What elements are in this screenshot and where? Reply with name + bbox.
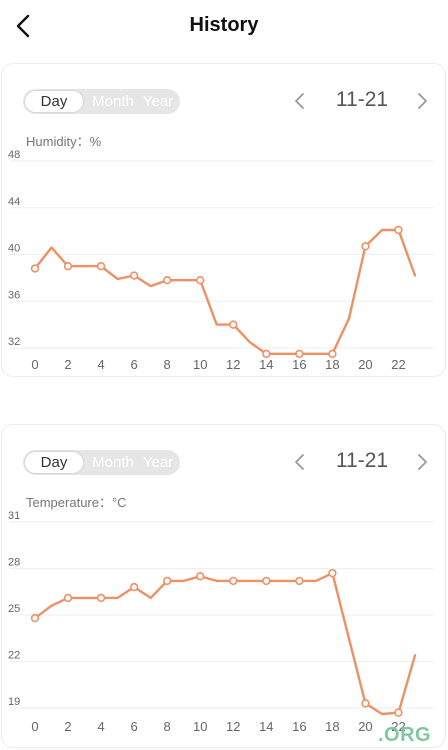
page-title: History <box>189 14 259 36</box>
data-point <box>328 349 337 359</box>
data-point <box>295 349 304 359</box>
tab-year[interactable]: Year <box>142 454 174 471</box>
data-point <box>162 576 172 586</box>
y-tick-label: 28 <box>8 557 20 569</box>
tab-day[interactable]: Day <box>25 452 83 473</box>
range-selector: Month Year Day <box>23 450 180 475</box>
chevron-left-icon <box>295 454 304 470</box>
x-tick-label: 16 <box>292 357 306 372</box>
data-point <box>129 271 139 280</box>
y-tick-label: 31 <box>8 510 20 522</box>
x-tick-label: 10 <box>193 719 207 734</box>
tab-year[interactable]: Year <box>142 93 174 110</box>
watermark: .ORG <box>378 724 432 746</box>
x-tick-label: 16 <box>292 719 306 734</box>
metric-label: Temperature：°C <box>26 495 127 510</box>
x-tick-label: 14 <box>259 719 273 734</box>
temperature-card: Month Year Day 11-21 Temperature：°C 31 28… <box>1 424 446 748</box>
x-tick-label: 12 <box>226 357 240 372</box>
x-tick-label: 0 <box>31 357 38 372</box>
date-label: 11-21 <box>335 449 389 472</box>
data-point <box>196 572 205 581</box>
x-tick-label: 6 <box>131 719 138 734</box>
back-button[interactable] <box>8 10 38 42</box>
data-point <box>394 708 403 717</box>
tab-month[interactable]: Month <box>92 93 134 110</box>
data-point <box>30 264 40 273</box>
tab-month[interactable]: Month <box>92 454 134 471</box>
x-tick-label: 14 <box>259 357 273 372</box>
humidity-chart: 48 44 40 36 32 0 2 4 6 8 10 12 14 16 18 20 22 <box>8 149 434 372</box>
series-line <box>33 571 417 716</box>
data-point <box>96 593 106 603</box>
previous-date-button[interactable] <box>290 450 310 474</box>
x-tick-label: 8 <box>164 719 171 734</box>
x-tick-label: 22 <box>391 357 405 372</box>
data-point <box>162 276 172 285</box>
previous-date-button[interactable] <box>290 89 310 113</box>
y-tick-label: 44 <box>8 196 20 208</box>
x-tick-label: 12 <box>226 719 240 734</box>
x-tick-label: 2 <box>64 357 71 372</box>
series-line <box>33 228 417 355</box>
y-tick-label: 22 <box>8 650 20 662</box>
y-tick-label: 48 <box>8 149 20 161</box>
data-point <box>129 582 139 592</box>
data-point <box>361 242 370 251</box>
x-tick-label: 6 <box>131 357 138 372</box>
x-tick-label: 4 <box>97 357 104 372</box>
y-tick-label: 19 <box>8 696 20 708</box>
y-tick-label: 32 <box>8 336 20 348</box>
header: History <box>0 0 448 54</box>
chevron-right-icon <box>418 93 427 109</box>
data-point <box>229 320 238 329</box>
data-point <box>328 568 337 578</box>
y-tick-label: 36 <box>8 289 20 301</box>
data-point <box>229 576 238 586</box>
data-point <box>63 593 73 603</box>
x-tick-label: 8 <box>164 357 171 372</box>
x-tick-label: 2 <box>64 719 71 734</box>
x-tick-label: 22 <box>391 719 405 734</box>
data-point <box>196 276 205 285</box>
x-tick-label: 18 <box>325 719 339 734</box>
y-tick-label: 40 <box>8 243 20 255</box>
range-selector: Month Year Day <box>23 89 180 114</box>
data-point <box>30 613 40 623</box>
y-tick-label: 25 <box>8 603 20 615</box>
tab-day[interactable]: Day <box>25 91 83 112</box>
data-point <box>262 349 271 359</box>
metric-label: Humidity：% <box>26 134 102 149</box>
data-point <box>361 699 370 708</box>
x-tick-label: 4 <box>97 719 104 734</box>
humidity-card: Month Year Day 11-21 Humidity：% 48 44 40 36… <box>1 63 446 377</box>
data-point <box>394 225 403 235</box>
data-point <box>96 261 106 271</box>
x-tick-label: 20 <box>358 719 372 734</box>
next-date-button[interactable] <box>412 450 432 474</box>
next-date-button[interactable] <box>412 89 432 113</box>
chevron-right-icon <box>418 454 427 470</box>
x-tick-label: 10 <box>193 357 207 372</box>
x-tick-label: 18 <box>325 357 339 372</box>
chevron-left-icon <box>295 93 304 109</box>
data-point <box>262 576 271 586</box>
x-tick-label: 20 <box>358 357 372 372</box>
chevron-left-icon <box>16 14 30 38</box>
temperature-chart: 31 28 25 22 19 0 2 4 6 8 10 12 14 16 18 20 22 <box>8 510 434 734</box>
data-point <box>63 261 73 271</box>
data-point <box>295 576 304 586</box>
date-label: 11-21 <box>335 88 389 111</box>
x-tick-label: 0 <box>31 719 38 734</box>
